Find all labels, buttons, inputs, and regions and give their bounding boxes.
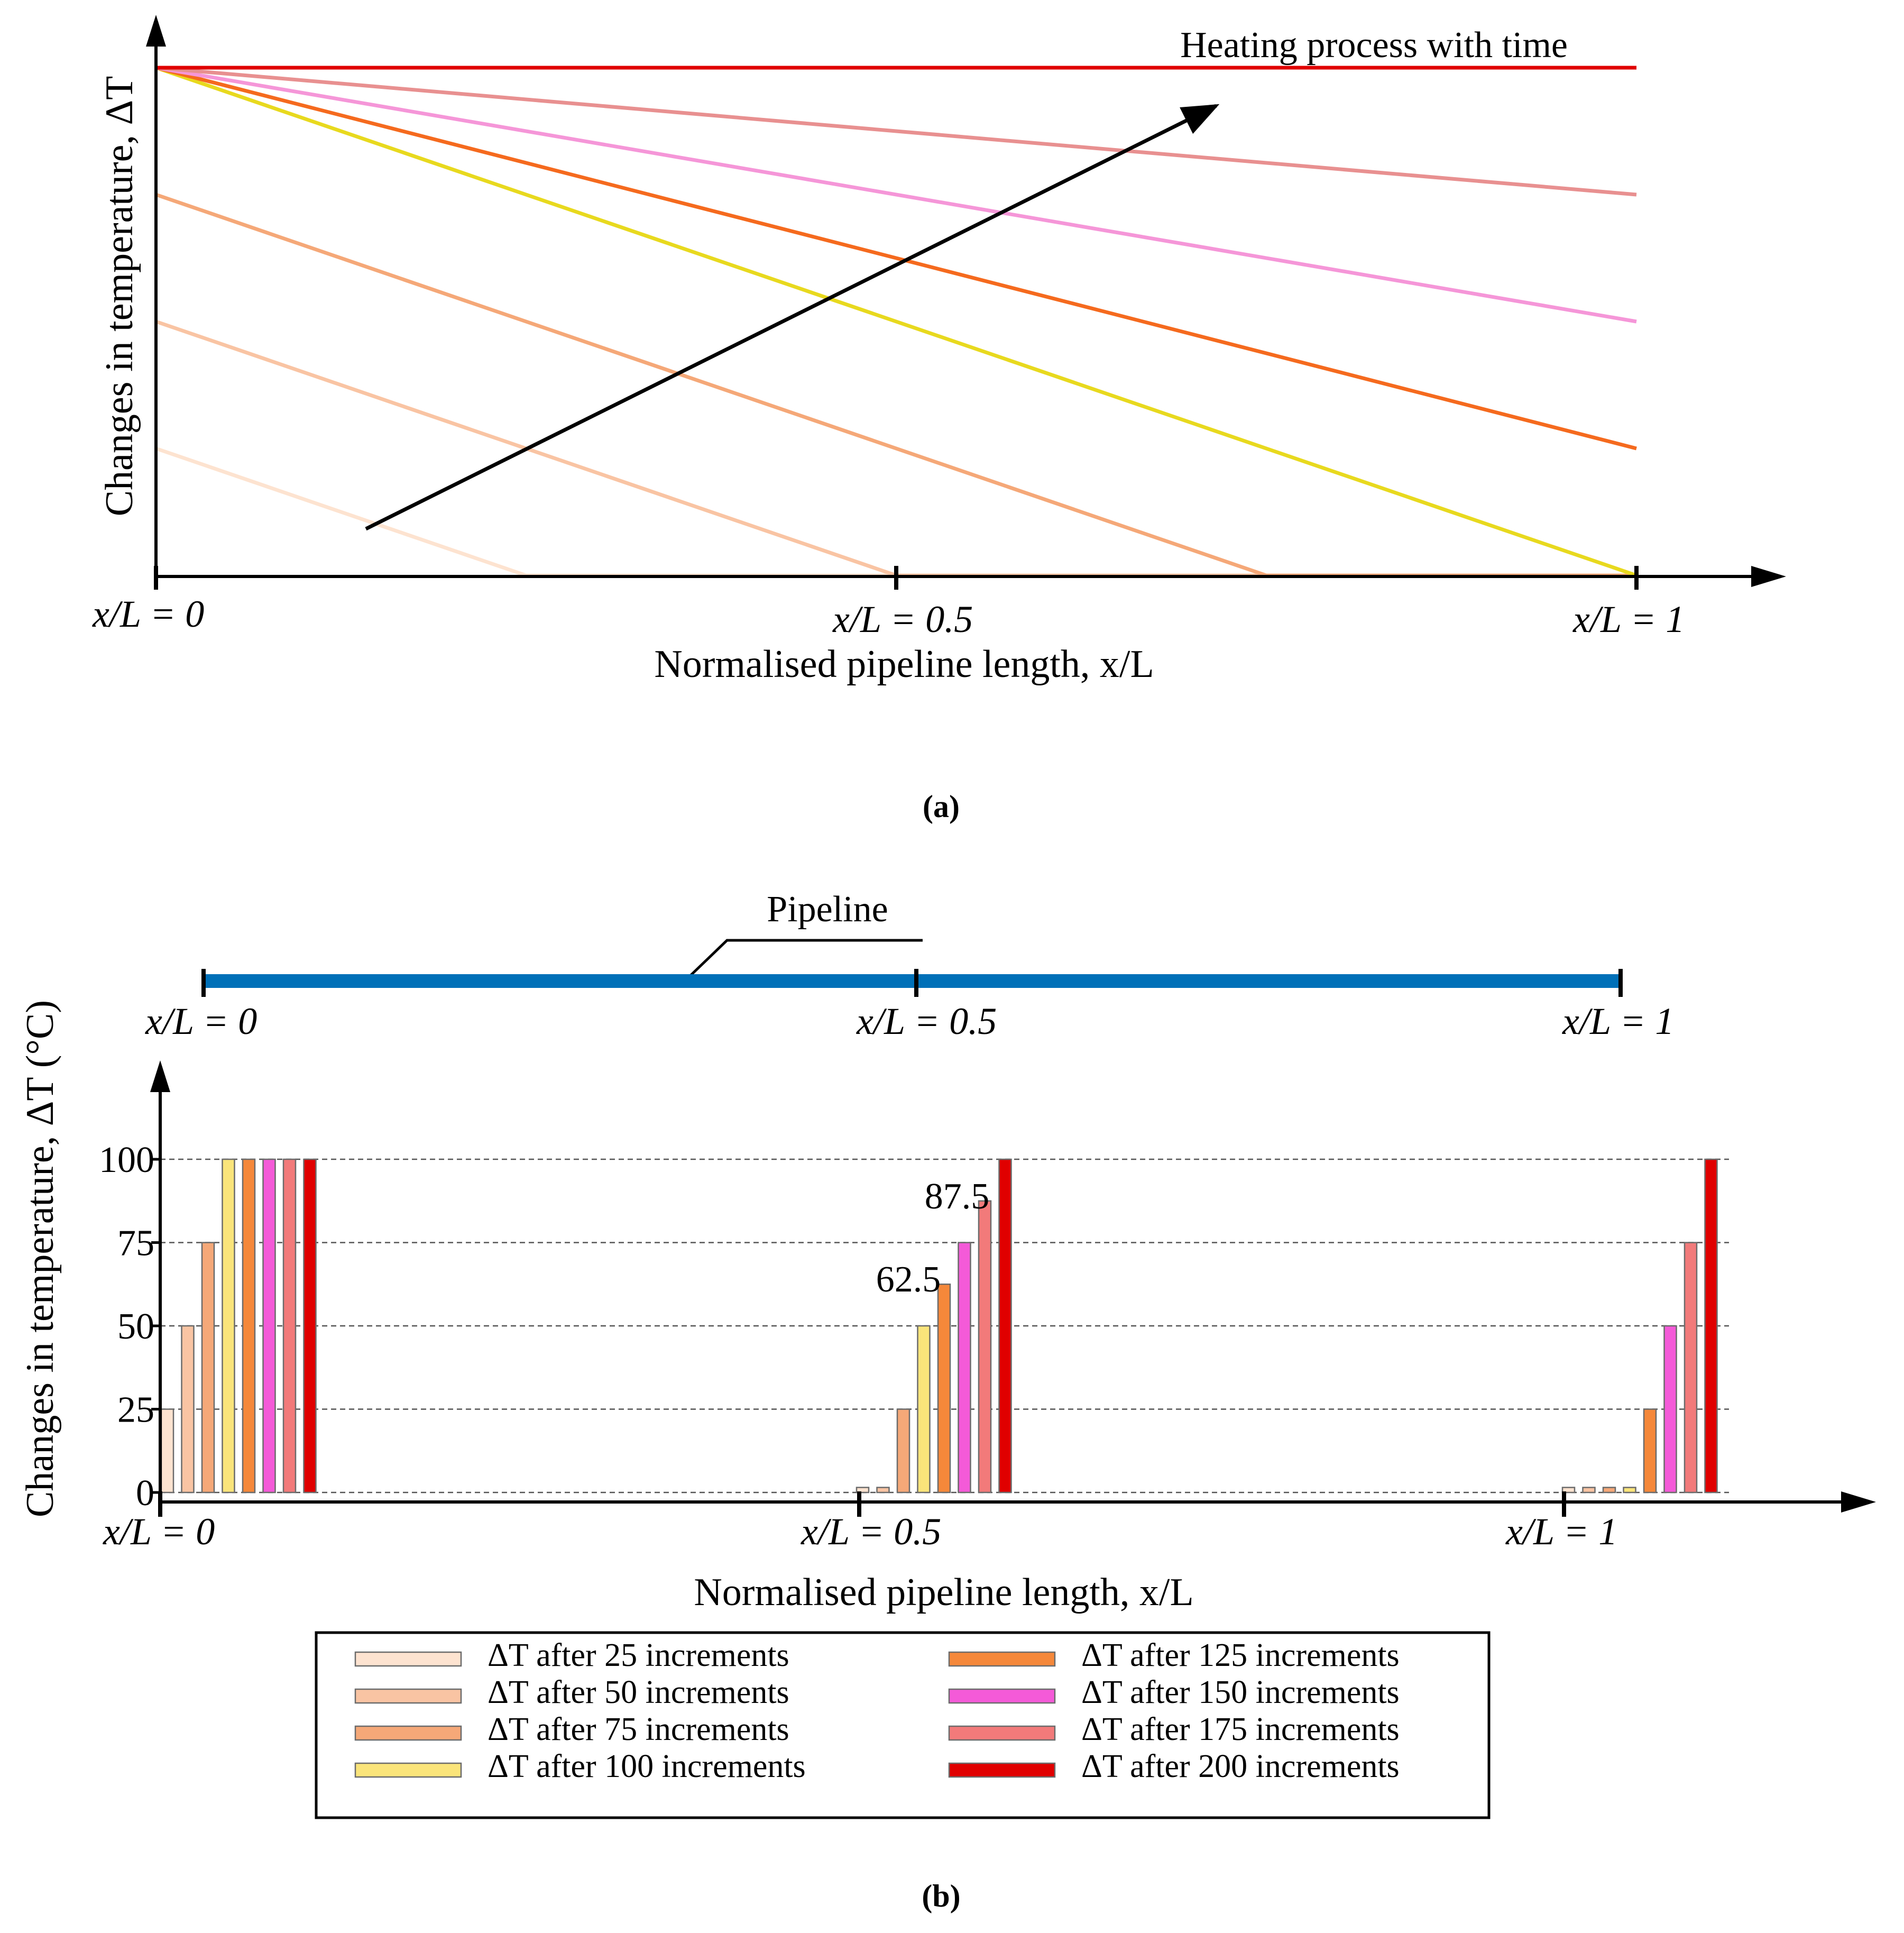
panel-b-caption: (b) <box>922 1879 960 1913</box>
bar-4-cat-3 <box>1623 1487 1636 1494</box>
panel-b-y-ticklabel-25: 25 <box>117 1390 154 1431</box>
bar-3-cat-3 <box>1602 1487 1616 1494</box>
panel-b-x-ticklabel-0.5: x/L = 0.5 <box>801 1510 941 1553</box>
bar-8-cat-3 <box>1704 1158 1718 1494</box>
bar-8-cat-2 <box>998 1158 1012 1494</box>
bar-2-cat-2 <box>876 1487 890 1494</box>
panel-a-line-3 <box>155 193 1636 578</box>
legend-label-5: ΔT after 125 increments <box>1081 1637 1400 1673</box>
panel-a-line-7 <box>155 66 1637 197</box>
panel-b-gridlines: 0 25 50 75 100 <box>99 1140 1729 1514</box>
bar-3-cat-1 <box>201 1242 215 1494</box>
panel-b-y-axis-arrowhead <box>150 1060 170 1092</box>
bar-7-cat-3 <box>1684 1242 1698 1494</box>
panel-a-y-axis-arrowhead <box>146 15 166 47</box>
panel-a-x-ticklabel-0: x/L = 0 <box>92 593 204 635</box>
annotation-62-5: 62.5 <box>876 1259 941 1300</box>
panel-b-x-ticklabel-0: x/L = 0 <box>103 1510 215 1553</box>
bar-1-cat-2 <box>856 1487 870 1494</box>
legend-swatch-2 <box>354 1688 462 1704</box>
pipeline-leader-line <box>684 939 923 982</box>
bar-1-cat-1 <box>160 1408 174 1494</box>
panel-a-x-ticklabel-0.5: x/L = 0.5 <box>832 598 973 640</box>
panel-b-x-axis-title: Normalised pipeline length, x/L <box>694 1571 1193 1614</box>
panel-b-y-ticklabel-100: 100 <box>99 1140 154 1180</box>
bar-6-cat-1 <box>262 1158 276 1494</box>
panel-a-series-lines <box>155 66 1638 578</box>
bar-7-cat-1 <box>282 1158 297 1494</box>
legend-swatch-8 <box>948 1762 1056 1778</box>
panel-a-x-axis-title: Normalised pipeline length, x/L <box>654 643 1154 686</box>
legend-swatch-5 <box>948 1651 1056 1667</box>
bar-2-cat-3 <box>1582 1487 1596 1494</box>
bar-6-cat-3 <box>1663 1325 1677 1494</box>
legend-swatch-7 <box>948 1725 1056 1741</box>
bar-2-cat-1 <box>181 1325 195 1494</box>
legend-label-1: ΔT after 25 increments <box>488 1637 789 1673</box>
panel-a-line-chart: Heating process with time x/L = 0 x/L = … <box>92 15 1786 824</box>
bar-4-cat-1 <box>222 1158 235 1494</box>
heating-process-label: Heating process with time <box>1180 25 1568 66</box>
legend-swatch-3 <box>354 1725 462 1741</box>
panel-a-line-1 <box>155 446 1636 578</box>
legend-swatch-4 <box>354 1762 462 1778</box>
panel-b-y-ticklabel-50: 50 <box>117 1306 154 1347</box>
bar-7-cat-2 <box>978 1200 992 1494</box>
panel-b-x-ticklabel-1: x/L = 1 <box>1505 1510 1617 1553</box>
panel-a-caption: (a) <box>923 789 960 824</box>
bar-5-cat-3 <box>1643 1408 1657 1494</box>
legend-label-4: ΔT after 100 increments <box>488 1748 806 1784</box>
panel-b-y-ticklabel-0: 0 <box>136 1473 154 1514</box>
bar-3-cat-2 <box>896 1408 910 1494</box>
legend-label-8: ΔT after 200 increments <box>1081 1748 1400 1784</box>
legend-swatch-1 <box>354 1651 462 1667</box>
pipeline-label: Pipeline <box>767 889 888 930</box>
panel-a-x-axis-arrowhead <box>1751 566 1786 587</box>
panel-b-bars <box>160 1158 1718 1494</box>
panel-b-y-axis-title: Changes in temperature, ΔT (°C) <box>19 1000 62 1517</box>
panel-a-line-4 <box>155 66 1638 578</box>
panel-b-x-axis-arrowhead <box>1841 1491 1876 1513</box>
legend-label-3: ΔT after 75 increments <box>488 1711 789 1747</box>
pipeline-ticklabel-0: x/L = 0 <box>145 1000 257 1042</box>
bar-1-cat-3 <box>1561 1487 1576 1494</box>
bar-6-cat-2 <box>958 1242 971 1494</box>
annotation-87-5: 87.5 <box>925 1176 990 1217</box>
bar-8-cat-1 <box>303 1158 317 1494</box>
bar-4-cat-2 <box>917 1325 931 1494</box>
panel-b-bar-chart: Pipeline x/L = 0 x/L = 0.5 x/L = 1 0 25 50… <box>19 889 1876 1913</box>
legend-label-6: ΔT after 150 increments <box>1081 1674 1400 1710</box>
bar-5-cat-2 <box>937 1284 951 1494</box>
legend-label-7: ΔT after 175 increments <box>1081 1711 1400 1747</box>
pipeline-ticklabel-0.5: x/L = 0.5 <box>856 1000 997 1042</box>
heating-process-arrow <box>365 104 1220 531</box>
panel-a-x-ticklabel-1: x/L = 1 <box>1572 598 1685 640</box>
panel-a-line-5 <box>155 66 1637 451</box>
panel-a-line-6 <box>155 66 1637 324</box>
panel-a-y-axis-title: Changes in temperature, ΔT <box>98 76 141 517</box>
legend-label-2: ΔT after 50 increments <box>488 1674 789 1710</box>
pipeline-ticklabel-1: x/L = 1 <box>1562 1000 1674 1042</box>
panel-b-y-ticklabel-75: 75 <box>117 1223 154 1264</box>
legend-box <box>315 1631 1491 1819</box>
bar-5-cat-1 <box>242 1158 256 1494</box>
legend-swatch-6 <box>948 1688 1056 1704</box>
